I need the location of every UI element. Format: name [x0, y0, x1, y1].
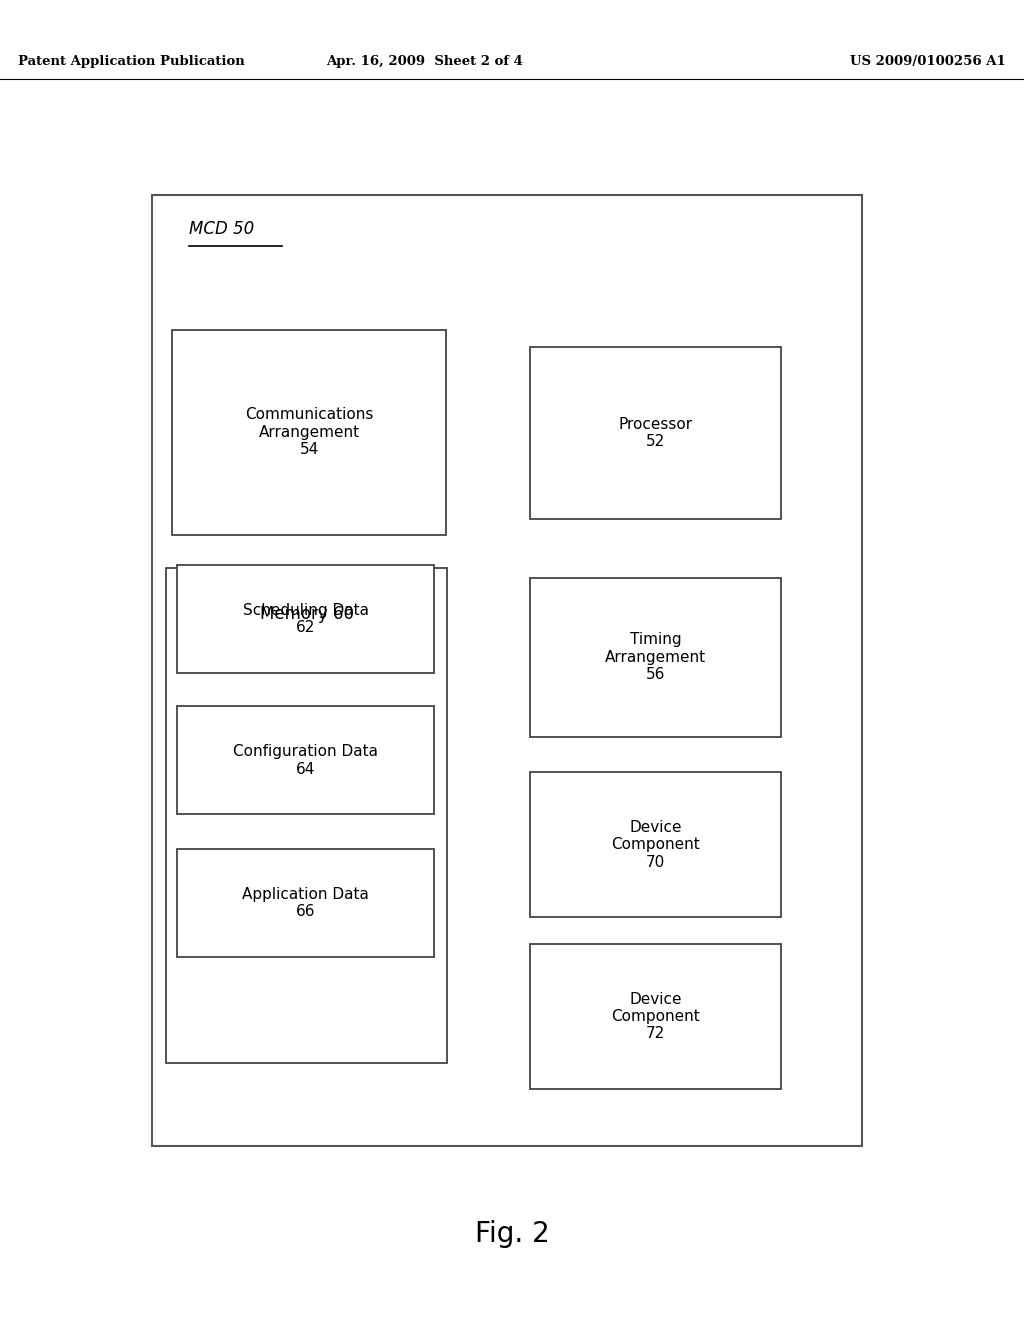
Bar: [530, 347, 781, 519]
Bar: [152, 195, 862, 1146]
Text: MCD 50: MCD 50: [189, 219, 255, 238]
Text: Device
Component
72: Device Component 72: [611, 991, 700, 1041]
Bar: [166, 568, 447, 1063]
Bar: [172, 330, 446, 535]
Text: Configuration Data
64: Configuration Data 64: [233, 744, 378, 776]
Text: Processor
52: Processor 52: [618, 417, 693, 449]
Text: Device
Component
70: Device Component 70: [611, 820, 700, 870]
Text: Timing
Arrangement
56: Timing Arrangement 56: [605, 632, 707, 682]
Bar: [177, 849, 434, 957]
Text: US 2009/0100256 A1: US 2009/0100256 A1: [850, 55, 1006, 67]
Text: Memory 60: Memory 60: [260, 605, 353, 623]
Text: Scheduling Data
62: Scheduling Data 62: [243, 603, 369, 635]
Bar: [530, 578, 781, 737]
Bar: [177, 706, 434, 814]
Text: Fig. 2: Fig. 2: [475, 1220, 549, 1249]
Bar: [530, 944, 781, 1089]
Bar: [177, 565, 434, 673]
Bar: [530, 772, 781, 917]
Text: Apr. 16, 2009  Sheet 2 of 4: Apr. 16, 2009 Sheet 2 of 4: [327, 55, 523, 67]
Text: Patent Application Publication: Patent Application Publication: [18, 55, 245, 67]
Text: Communications
Arrangement
54: Communications Arrangement 54: [245, 408, 374, 457]
Text: Application Data
66: Application Data 66: [243, 887, 369, 919]
